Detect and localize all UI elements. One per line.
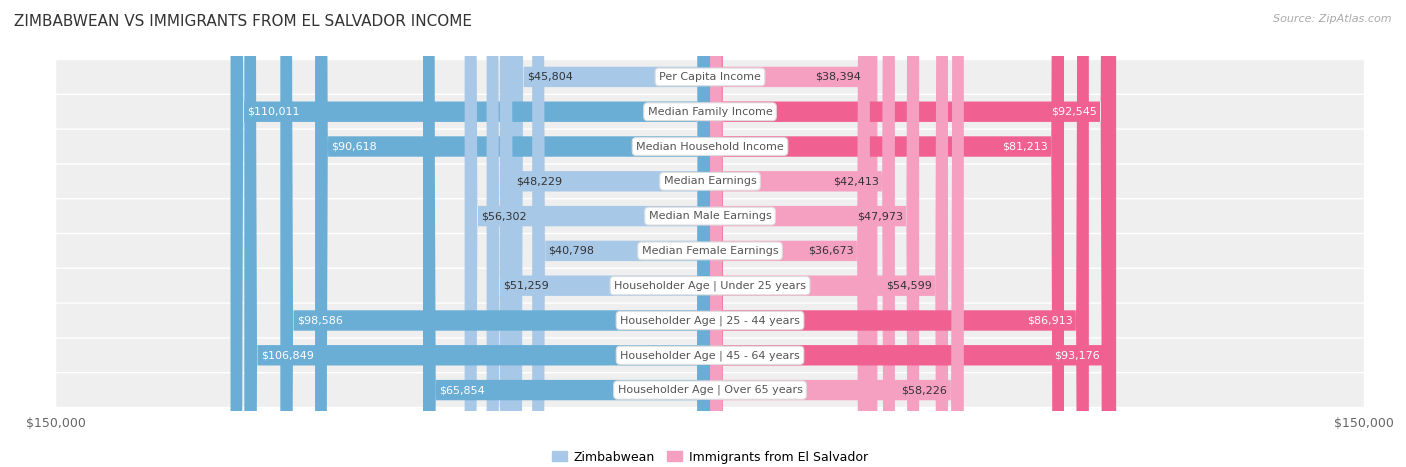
FancyBboxPatch shape: [245, 0, 710, 467]
FancyBboxPatch shape: [464, 0, 710, 467]
Text: $65,854: $65,854: [439, 385, 485, 395]
Text: $42,413: $42,413: [832, 177, 879, 186]
Text: ZIMBABWEAN VS IMMIGRANTS FROM EL SALVADOR INCOME: ZIMBABWEAN VS IMMIGRANTS FROM EL SALVADO…: [14, 14, 472, 29]
Text: $106,849: $106,849: [260, 350, 314, 360]
FancyBboxPatch shape: [710, 0, 877, 467]
FancyBboxPatch shape: [710, 0, 870, 467]
FancyBboxPatch shape: [710, 0, 948, 467]
Text: $90,618: $90,618: [332, 142, 377, 151]
Text: $81,213: $81,213: [1002, 142, 1047, 151]
Text: $51,259: $51,259: [503, 281, 548, 290]
FancyBboxPatch shape: [56, 199, 1364, 233]
FancyBboxPatch shape: [710, 0, 1088, 467]
FancyBboxPatch shape: [56, 234, 1364, 268]
FancyBboxPatch shape: [710, 0, 1114, 467]
FancyBboxPatch shape: [231, 0, 710, 467]
Text: Householder Age | 25 - 44 years: Householder Age | 25 - 44 years: [620, 315, 800, 326]
FancyBboxPatch shape: [280, 0, 710, 467]
Text: $92,545: $92,545: [1052, 107, 1097, 117]
FancyBboxPatch shape: [315, 0, 710, 467]
FancyBboxPatch shape: [533, 0, 710, 467]
Text: Source: ZipAtlas.com: Source: ZipAtlas.com: [1274, 14, 1392, 24]
Text: $110,011: $110,011: [247, 107, 299, 117]
Text: Median Earnings: Median Earnings: [664, 177, 756, 186]
Text: $36,673: $36,673: [808, 246, 853, 256]
Text: $98,586: $98,586: [297, 316, 343, 325]
FancyBboxPatch shape: [710, 0, 1064, 467]
Text: $45,804: $45,804: [527, 72, 572, 82]
FancyBboxPatch shape: [710, 0, 1116, 467]
Text: $48,229: $48,229: [516, 177, 562, 186]
Text: Median Family Income: Median Family Income: [648, 107, 772, 117]
FancyBboxPatch shape: [710, 0, 894, 467]
FancyBboxPatch shape: [56, 164, 1364, 198]
Text: $47,973: $47,973: [856, 211, 903, 221]
FancyBboxPatch shape: [510, 0, 710, 467]
FancyBboxPatch shape: [56, 374, 1364, 407]
Legend: Zimbabwean, Immigrants from El Salvador: Zimbabwean, Immigrants from El Salvador: [547, 446, 873, 467]
FancyBboxPatch shape: [486, 0, 710, 467]
Text: Householder Age | Over 65 years: Householder Age | Over 65 years: [617, 385, 803, 396]
FancyBboxPatch shape: [710, 0, 920, 467]
Text: Median Male Earnings: Median Male Earnings: [648, 211, 772, 221]
FancyBboxPatch shape: [56, 130, 1364, 163]
Text: Median Female Earnings: Median Female Earnings: [641, 246, 779, 256]
Text: Householder Age | Under 25 years: Householder Age | Under 25 years: [614, 281, 806, 291]
Text: Median Household Income: Median Household Income: [636, 142, 785, 151]
FancyBboxPatch shape: [423, 0, 710, 467]
Text: $38,394: $38,394: [815, 72, 860, 82]
FancyBboxPatch shape: [56, 60, 1364, 93]
Text: $86,913: $86,913: [1026, 316, 1073, 325]
FancyBboxPatch shape: [56, 339, 1364, 372]
Text: Per Capita Income: Per Capita Income: [659, 72, 761, 82]
Text: $40,798: $40,798: [548, 246, 595, 256]
Text: $56,302: $56,302: [481, 211, 527, 221]
FancyBboxPatch shape: [56, 304, 1364, 337]
FancyBboxPatch shape: [56, 95, 1364, 128]
FancyBboxPatch shape: [499, 0, 710, 467]
Text: $54,599: $54,599: [886, 281, 932, 290]
FancyBboxPatch shape: [710, 0, 965, 467]
FancyBboxPatch shape: [56, 269, 1364, 303]
Text: Householder Age | 45 - 64 years: Householder Age | 45 - 64 years: [620, 350, 800, 361]
Text: $93,176: $93,176: [1054, 350, 1099, 360]
Text: $58,226: $58,226: [901, 385, 948, 395]
